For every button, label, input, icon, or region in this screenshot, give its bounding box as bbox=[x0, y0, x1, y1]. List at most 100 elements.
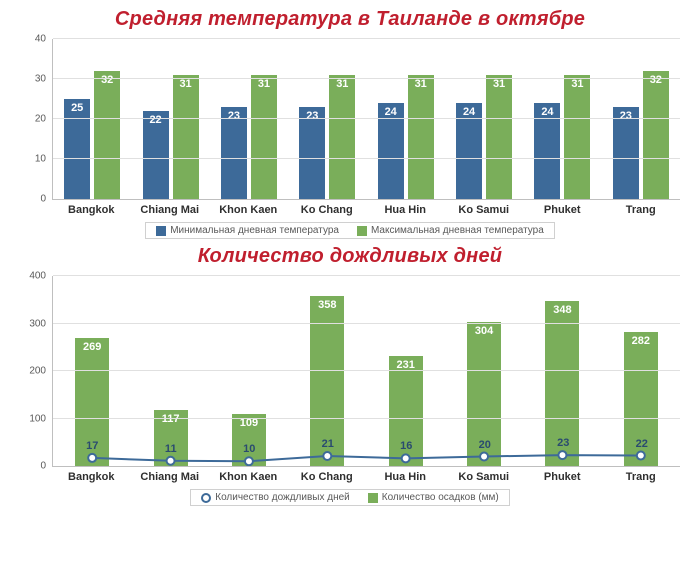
line-value-label: 20 bbox=[479, 439, 491, 451]
y-tick: 400 bbox=[29, 271, 46, 282]
legend-swatch bbox=[357, 226, 367, 236]
chart1-plot: 25322231233123312431243124312332 bbox=[52, 39, 680, 200]
line-value-label: 21 bbox=[322, 438, 334, 450]
bar-value-label: 31 bbox=[408, 78, 434, 90]
x-label: Phuket bbox=[523, 467, 602, 483]
line-value-label: 23 bbox=[557, 437, 569, 449]
bar: 31 bbox=[564, 75, 590, 199]
bar: 22 bbox=[143, 111, 169, 199]
bar-value-label: 109 bbox=[232, 417, 266, 429]
bar-value-label: 304 bbox=[467, 325, 501, 337]
bar-value-label: 24 bbox=[378, 106, 404, 118]
chart2-x-axis: BangkokChiang MaiKhon KaenKo ChangHua Hi… bbox=[52, 467, 680, 483]
line-value-label: 16 bbox=[400, 440, 412, 452]
page: Средняя температура в Таиланде в октябре… bbox=[0, 8, 700, 575]
bar-value-label: 31 bbox=[173, 78, 199, 90]
legend-swatch bbox=[368, 493, 378, 503]
chart1-x-axis: BangkokChiang MaiKhon KaenKo ChangHua Hi… bbox=[52, 200, 680, 216]
x-label: Trang bbox=[602, 467, 681, 483]
y-tick: 200 bbox=[29, 366, 46, 377]
bar-value-label: 282 bbox=[624, 335, 658, 347]
x-label: Ko Chang bbox=[288, 467, 367, 483]
chart2-y-axis: 0100200300400 bbox=[20, 276, 52, 466]
bar: 32 bbox=[643, 71, 669, 199]
bar-value-label: 348 bbox=[545, 304, 579, 316]
y-tick: 100 bbox=[29, 413, 46, 424]
chart1-y-axis: 010203040 bbox=[20, 39, 52, 199]
x-label: Ko Samui bbox=[445, 467, 524, 483]
bar-group: 25 32 bbox=[53, 39, 131, 199]
bar: 23 bbox=[221, 107, 247, 199]
bar: 109 bbox=[232, 414, 266, 466]
legend-line-marker bbox=[201, 493, 211, 503]
bar-group: 117 bbox=[131, 276, 209, 466]
y-tick: 40 bbox=[35, 34, 46, 45]
x-label: Chiang Mai bbox=[131, 467, 210, 483]
bar-group: 231 bbox=[367, 276, 445, 466]
legend-item: Количество дождливых дней bbox=[201, 492, 350, 503]
bar-group: 269 bbox=[53, 276, 131, 466]
bar-value-label: 358 bbox=[310, 299, 344, 311]
bar-value-label: 32 bbox=[94, 74, 120, 86]
bar-group: 304 bbox=[445, 276, 523, 466]
line-value-label: 10 bbox=[243, 443, 255, 455]
y-tick: 10 bbox=[35, 154, 46, 165]
bar-group: 24 31 bbox=[445, 39, 523, 199]
bar-group: 24 31 bbox=[367, 39, 445, 199]
x-label: Ko Chang bbox=[288, 200, 367, 216]
y-tick: 300 bbox=[29, 318, 46, 329]
x-label: Khon Kaen bbox=[209, 467, 288, 483]
bar-value-label: 117 bbox=[154, 413, 188, 425]
bar: 23 bbox=[299, 107, 325, 199]
bar-group: 2332 bbox=[602, 39, 680, 199]
bar-value-label: 269 bbox=[75, 341, 109, 353]
bar-group: 23 31 bbox=[288, 39, 366, 199]
chart2-title: Количество дождливых дней bbox=[10, 245, 690, 268]
line-value-label: 22 bbox=[636, 438, 648, 450]
bar-group: 22 31 bbox=[131, 39, 209, 199]
legend-label: Максимальная дневная температура bbox=[371, 225, 544, 236]
chart1: 010203040 253222312331233124312431243123… bbox=[20, 39, 680, 239]
legend-label: Количество дождливых дней bbox=[215, 492, 350, 503]
legend-item: Количество осадков (мм) bbox=[368, 492, 499, 503]
bar: 31 bbox=[329, 75, 355, 199]
bar-value-label: 22 bbox=[143, 114, 169, 126]
bar-group: 109 bbox=[210, 276, 288, 466]
x-label: Bangkok bbox=[52, 200, 131, 216]
x-label: Hua Hin bbox=[366, 200, 445, 216]
x-label: Hua Hin bbox=[366, 467, 445, 483]
bar: 25 bbox=[64, 99, 90, 199]
y-tick: 30 bbox=[35, 74, 46, 85]
x-label: Khon Kaen bbox=[209, 200, 288, 216]
x-label: Bangkok bbox=[52, 467, 131, 483]
bar-value-label: 31 bbox=[251, 78, 277, 90]
x-label: Phuket bbox=[523, 200, 602, 216]
bar: 31 bbox=[173, 75, 199, 199]
line-value-label: 11 bbox=[165, 443, 177, 455]
bar-value-label: 31 bbox=[329, 78, 355, 90]
bar-group: 24 31 bbox=[523, 39, 601, 199]
chart2: 0100200300400 269117109358231304348282 1… bbox=[20, 276, 680, 506]
x-label: Trang bbox=[602, 200, 681, 216]
bar: 117 bbox=[154, 410, 188, 466]
bar: 31 bbox=[251, 75, 277, 199]
bar-value-label: 23 bbox=[221, 110, 247, 122]
bar-group: 23 31 bbox=[210, 39, 288, 199]
y-tick: 20 bbox=[35, 114, 46, 125]
bar-value-label: 25 bbox=[64, 102, 90, 114]
bar-value-label: 24 bbox=[534, 106, 560, 118]
y-tick: 0 bbox=[40, 194, 46, 205]
legend-item: Минимальная дневная температура bbox=[156, 225, 339, 236]
bar-value-label: 31 bbox=[564, 78, 590, 90]
x-label: Chiang Mai bbox=[131, 200, 210, 216]
bar-value-label: 24 bbox=[456, 106, 482, 118]
bar: 31 bbox=[408, 75, 434, 199]
bar: 32 bbox=[94, 71, 120, 199]
bar-value-label: 31 bbox=[486, 78, 512, 90]
chart1-title: Средняя температура в Таиланде в октябре bbox=[10, 8, 690, 31]
y-tick: 0 bbox=[40, 461, 46, 472]
bar: 31 bbox=[486, 75, 512, 199]
bar: 23 bbox=[613, 107, 639, 199]
bar-value-label: 23 bbox=[299, 110, 325, 122]
legend-label: Количество осадков (мм) bbox=[382, 492, 499, 503]
